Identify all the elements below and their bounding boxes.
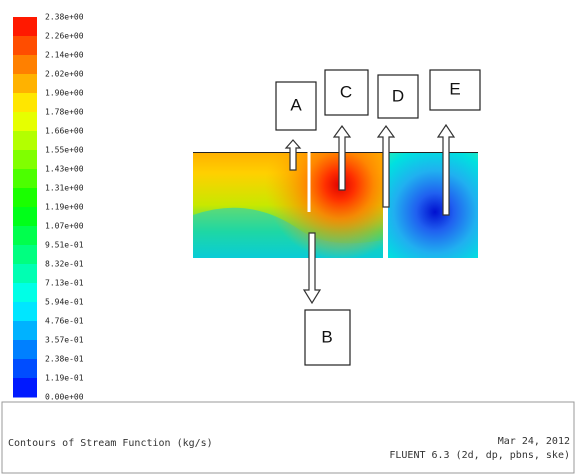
colorbar-band	[13, 245, 37, 265]
colorbar-label: 8.32e-01	[45, 260, 84, 269]
colorbar-label: 2.02e+00	[45, 70, 84, 79]
colorbar-label: 2.14e+00	[45, 51, 84, 60]
colorbar-band	[13, 17, 37, 37]
colorbar-label: 2.38e+00	[45, 13, 84, 22]
colorbar-band	[13, 93, 37, 113]
box-label: E	[449, 79, 460, 98]
colorbar-label: 4.76e-01	[45, 317, 84, 326]
colorbar-label: 1.78e+00	[45, 108, 84, 117]
contour-right	[388, 152, 478, 258]
colorbar-label: 1.19e-01	[45, 374, 84, 383]
colorbar-band	[13, 150, 37, 170]
box-a	[275, 81, 317, 131]
colorbar-band	[13, 378, 37, 398]
colorbar-label: 0.00e+00	[45, 393, 84, 402]
box-label: A	[290, 95, 302, 114]
colorbar-label: 9.51e-01	[45, 241, 84, 250]
colorbar-label: 1.19e+00	[45, 203, 84, 212]
colorbar-label: 2.26e+00	[45, 32, 84, 41]
footer-date: Mar 24, 2012	[498, 436, 570, 447]
colorbar-label: 3.57e-01	[45, 336, 84, 345]
colorbar-label: 1.43e+00	[45, 165, 84, 174]
colorbar-band	[13, 302, 37, 322]
colorbar-band	[13, 321, 37, 341]
footer-box	[1, 401, 575, 474]
colorbar-band	[13, 169, 37, 189]
colorbar-label: 1.66e+00	[45, 127, 84, 136]
arrow-d	[376, 124, 396, 208]
colorbar-band	[13, 340, 37, 360]
footer-solver: FLUENT 6.3 (2d, dp, pbns, ske)	[389, 450, 570, 461]
colorbar-label: 1.31e+00	[45, 184, 84, 193]
colorbar-band	[13, 188, 37, 208]
footer-title: Contours of Stream Function (kg/s)	[8, 438, 213, 449]
box-e	[429, 69, 481, 111]
box-label: D	[392, 86, 404, 105]
contour-high	[193, 152, 383, 258]
colorbar-band	[13, 359, 37, 379]
box-b	[304, 309, 351, 366]
colorbar-band	[13, 55, 37, 75]
colorbar-label: 1.90e+00	[45, 89, 84, 98]
colorbar-band	[13, 207, 37, 227]
colorbar: 2.38e+00 2.26e+00 2.14e+00 2.02e+00 1.90e+00…	[13, 13, 84, 402]
box-c	[324, 69, 369, 116]
colorbar-label: 7.13e-01	[45, 279, 84, 288]
colorbar-band	[13, 74, 37, 94]
colorbar-label: 2.38e-01	[45, 355, 84, 364]
colorbar-band	[13, 36, 37, 56]
arrow-c	[332, 124, 352, 191]
colorbar-label: 5.94e-01	[45, 298, 84, 307]
colorbar-label: 1.55e+00	[45, 146, 84, 155]
wall-gap	[383, 205, 388, 258]
box-label: B	[321, 327, 332, 346]
arrow-b	[302, 232, 322, 305]
box-d	[377, 74, 419, 119]
colorbar-label: 1.07e+00	[45, 222, 84, 231]
colorbar-band	[13, 264, 37, 284]
colorbar-band	[13, 283, 37, 303]
colorbar-band	[13, 112, 37, 132]
colorbar-band	[13, 226, 37, 246]
arrow-e	[436, 123, 456, 216]
arrow-a	[284, 139, 302, 171]
box-label: C	[340, 82, 352, 101]
colorbar-band	[13, 131, 37, 151]
